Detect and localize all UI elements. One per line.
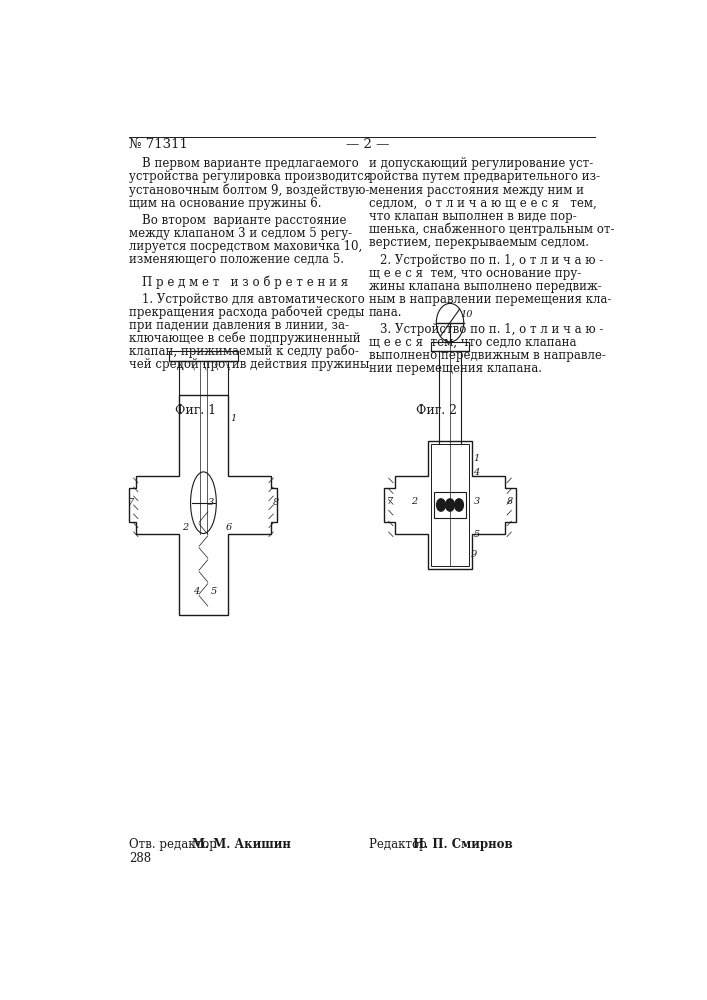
Text: 7: 7 bbox=[387, 497, 393, 506]
Text: 5: 5 bbox=[211, 587, 218, 596]
Text: Фиг. 1: Фиг. 1 bbox=[175, 404, 216, 417]
Text: и допускающий регулирование уст-: и допускающий регулирование уст- bbox=[369, 157, 593, 170]
Text: щ е е с я  тем, что седло клапана: щ е е с я тем, что седло клапана bbox=[369, 336, 576, 349]
Text: — 2 —: — 2 — bbox=[346, 138, 390, 151]
Text: Во втором  варианте расстояние: Во втором варианте расстояние bbox=[142, 214, 346, 227]
Text: изменяющего положение седла 5.: изменяющего положение седла 5. bbox=[129, 253, 344, 266]
Text: пана.: пана. bbox=[369, 306, 402, 319]
Text: Н. П. Смирнов: Н. П. Смирнов bbox=[413, 838, 513, 851]
Circle shape bbox=[455, 499, 463, 511]
Text: 3: 3 bbox=[474, 497, 479, 506]
Text: 9: 9 bbox=[471, 550, 477, 559]
Text: ным в направлении перемещения кла-: ным в направлении перемещения кла- bbox=[369, 293, 612, 306]
Text: П р е д м е т   и з о б р е т е н и я: П р е д м е т и з о б р е т е н и я bbox=[142, 275, 348, 289]
Text: 4: 4 bbox=[474, 468, 479, 477]
Bar bbox=[431, 444, 469, 566]
Text: щ е е с я  тем, что основание пру-: щ е е с я тем, что основание пру- bbox=[369, 267, 581, 280]
Text: выполнено передвижным в направле-: выполнено передвижным в направле- bbox=[369, 349, 606, 362]
Text: что клапан выполнен в виде пор-: что клапан выполнен в виде пор- bbox=[369, 210, 577, 223]
Text: 3. Устройство по п. 1, о т л и ч а ю -: 3. Устройство по п. 1, о т л и ч а ю - bbox=[380, 323, 604, 336]
Text: щим на основание пружины 6.: щим на основание пружины 6. bbox=[129, 197, 322, 210]
Circle shape bbox=[445, 499, 455, 511]
Text: менения расстояния между ним и: менения расстояния между ним и bbox=[369, 184, 584, 197]
Text: 5: 5 bbox=[474, 530, 479, 539]
Text: 7: 7 bbox=[128, 498, 134, 507]
Text: № 71311: № 71311 bbox=[129, 138, 188, 151]
Text: верстием, перекрываемым седлом.: верстием, перекрываемым седлом. bbox=[369, 236, 589, 249]
Text: 8: 8 bbox=[507, 497, 513, 506]
Text: седлом,  о т л и ч а ю щ е е с я   тем,: седлом, о т л и ч а ю щ е е с я тем, bbox=[369, 197, 597, 210]
Text: между клапаном 3 и седлом 5 регу-: между клапаном 3 и седлом 5 регу- bbox=[129, 227, 353, 240]
Text: 1: 1 bbox=[230, 414, 237, 423]
Text: 1: 1 bbox=[474, 454, 479, 463]
Text: прекращения расхода рабочей среды: прекращения расхода рабочей среды bbox=[129, 305, 365, 319]
Text: устройства регулировка производится: устройства регулировка производится bbox=[129, 170, 372, 183]
Text: клапан, прижимаемый к седлу рабо-: клапан, прижимаемый к седлу рабо- bbox=[129, 345, 359, 358]
Text: чей средой против действия пружины: чей средой против действия пружины bbox=[129, 358, 370, 371]
Text: Редактор: Редактор bbox=[369, 838, 434, 851]
Text: жины клапана выполнено передвиж-: жины клапана выполнено передвиж- bbox=[369, 280, 602, 293]
Text: 2: 2 bbox=[182, 523, 188, 532]
Text: шенька, снабженного центральным от-: шенька, снабженного центральным от- bbox=[369, 222, 614, 236]
Circle shape bbox=[437, 499, 445, 511]
Text: 4: 4 bbox=[194, 587, 199, 596]
Text: 1. Устройство для автоматического: 1. Устройство для автоматического bbox=[142, 293, 365, 306]
Text: ключающее в себе подпружиненный: ключающее в себе подпружиненный bbox=[129, 332, 361, 345]
Text: установочным болтом 9, воздействую-: установочным болтом 9, воздействую- bbox=[129, 183, 370, 197]
Text: 2. Устройство по п. 1, о т л и ч а ю -: 2. Устройство по п. 1, о т л и ч а ю - bbox=[380, 254, 604, 267]
Text: 3: 3 bbox=[208, 498, 214, 507]
Text: 288: 288 bbox=[129, 852, 151, 865]
Text: Отв. редактор: Отв. редактор bbox=[129, 838, 225, 851]
Text: 2: 2 bbox=[411, 497, 417, 506]
Text: лируется посредством маховичка 10,: лируется посредством маховичка 10, bbox=[129, 240, 363, 253]
Text: ройства путем предварительного из-: ройства путем предварительного из- bbox=[369, 170, 600, 183]
Text: Фиг. 2: Фиг. 2 bbox=[416, 404, 457, 417]
Text: 8: 8 bbox=[273, 498, 279, 507]
Text: 6: 6 bbox=[226, 523, 233, 532]
Text: В первом варианте предлагаемого: В первом варианте предлагаемого bbox=[142, 157, 359, 170]
Text: при падении давления в линии, за-: при падении давления в линии, за- bbox=[129, 319, 349, 332]
Text: нии перемещения клапана.: нии перемещения клапана. bbox=[369, 362, 542, 375]
Text: М. М. Акишин: М. М. Акишин bbox=[192, 838, 291, 851]
Bar bbox=[433, 492, 467, 518]
Text: 10: 10 bbox=[460, 310, 473, 319]
